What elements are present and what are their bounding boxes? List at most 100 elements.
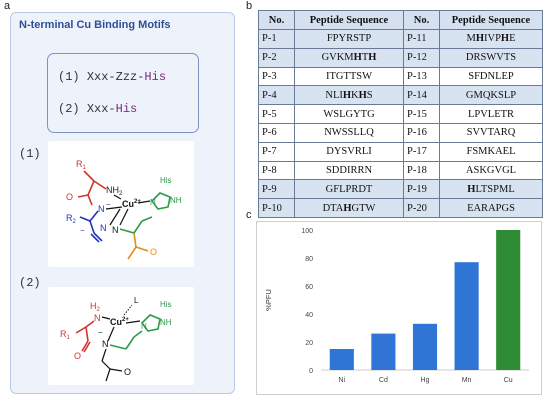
- peptide-sequence: GFLPRDT: [294, 179, 404, 200]
- peptide-sequence: LPVLETR: [439, 104, 543, 124]
- s2-cu: Cu2+: [110, 317, 129, 327]
- s1-his-label: His: [160, 176, 172, 185]
- s2-nh-ring: NH: [160, 318, 172, 327]
- structure-1-image: R1 O NH2 Cu2+ N − R2 − N N: [48, 141, 194, 267]
- peptide-number: P-16: [403, 122, 440, 143]
- x-tick-label: Ni: [338, 377, 345, 384]
- sequence-segment: T: [361, 52, 369, 64]
- sequence-segment: LPVLETR: [467, 108, 515, 120]
- s1-n-minus: N: [98, 204, 105, 214]
- peptide-number: P-1: [258, 29, 295, 49]
- motif-definition-box: (1) Xxx-Zzz-His (2) Xxx-His: [47, 53, 199, 133]
- peptide-sequence: NLIHKHS: [294, 85, 404, 106]
- sequence-segment: DYSVRLI: [326, 146, 372, 158]
- peptide-number: P-10: [258, 198, 295, 218]
- peptide-number: P-17: [403, 141, 440, 162]
- s1-o-lower: O: [150, 247, 157, 257]
- s1-n-ring: N: [150, 198, 156, 207]
- sequence-segment: DRSWVTS: [465, 52, 517, 64]
- s2-h2: H2: [90, 301, 101, 313]
- sequence-segment: K: [351, 89, 359, 101]
- peptide-number: P-9: [258, 179, 295, 200]
- sequence-segment: EARAPGS: [467, 202, 515, 214]
- s2-n-ring: N: [141, 322, 147, 331]
- sequence-segment: DTA: [322, 202, 344, 214]
- peptide-sequence: NWSSLLQ: [294, 122, 404, 143]
- table-row: P-8 SDDIRRN P-18 ASKGVGL: [258, 160, 543, 181]
- x-tick-label: Cu: [504, 377, 513, 384]
- s1-o: O: [66, 192, 73, 202]
- s2-his-label: His: [160, 300, 172, 309]
- sequence-segment: GMQKSLP: [465, 89, 517, 101]
- sequence-segment: LTSPML: [475, 183, 515, 195]
- y-axis-label: %PFU: [264, 289, 273, 311]
- y-tick-label: 80: [305, 256, 313, 263]
- peptide-sequence: ASKGVGL: [439, 160, 543, 181]
- histidine-residue: H: [353, 52, 362, 64]
- s2-r1: R1: [60, 329, 71, 341]
- bar-mn: [454, 262, 479, 370]
- y-tick-label: 60: [305, 284, 313, 291]
- panel-a-label: a: [4, 0, 11, 12]
- s2-n-lower: N: [102, 339, 109, 349]
- peptide-number: P-11: [403, 29, 440, 49]
- s2-n-top: N: [94, 313, 101, 323]
- sequence-segment: FPYRSTP: [326, 33, 372, 45]
- peptide-sequence: FSMKAEL: [439, 141, 543, 162]
- s1-cu: Cu2+: [122, 199, 141, 209]
- peptide-table: No. Peptide Sequence No. Peptide Sequenc…: [258, 10, 543, 218]
- peptide-number: P-7: [258, 141, 295, 162]
- peptide-number: P-5: [258, 104, 295, 124]
- table-row: P-2 GVKMHTH P-12 DRSWVTS: [258, 47, 543, 68]
- histidine-residue: H: [342, 89, 352, 101]
- peptide-sequence: DYSVRLI: [294, 141, 404, 162]
- panel-c-label: c: [246, 209, 252, 221]
- sequence-segment: IVP: [484, 33, 501, 45]
- peptide-number: P-18: [403, 160, 440, 181]
- x-tick-label: Hg: [421, 377, 430, 384]
- peptide-number: P-19: [403, 179, 440, 200]
- panel-b-label: b: [246, 0, 253, 12]
- s1-n-blue: N: [100, 223, 107, 233]
- peptide-sequence: DTAHGTW: [294, 198, 404, 218]
- x-tick-label: Mn: [462, 377, 472, 384]
- peptide-number: P-15: [403, 104, 440, 124]
- motif-1-number: (1): [58, 70, 80, 84]
- panel-a-motifs: N-terminal Cu Binding Motifs (1) Xxx-Zzz…: [10, 12, 235, 394]
- histidine-residue: H: [358, 89, 367, 101]
- peptide-number: P-4: [258, 85, 295, 106]
- peptide-number: P-2: [258, 47, 295, 68]
- bar-ni: [329, 349, 354, 370]
- s2-l: L: [134, 296, 139, 305]
- header-no-left: No.: [258, 10, 295, 30]
- peptide-sequence: SVVTARQ: [439, 122, 543, 143]
- table-row: P-4 NLIHKHS P-14 GMQKSLP: [258, 85, 543, 106]
- structure-2-number: (2): [19, 276, 41, 290]
- peptide-sequence: GMQKSLP: [439, 85, 543, 106]
- motif-2: (2) Xxx-His: [58, 102, 137, 116]
- peptide-number: P-20: [403, 198, 440, 218]
- peptide-sequence: GVKMHTH: [294, 47, 404, 68]
- peptide-sequence: FPYRSTP: [294, 29, 404, 49]
- table-row: P-10 DTAHGTW P-20 EARAPGS: [258, 198, 543, 218]
- structure-1-number: (1): [19, 147, 41, 161]
- svg-text:−: −: [106, 200, 111, 209]
- peptide-number: P-6: [258, 122, 295, 143]
- sequence-segment: NLI: [325, 89, 343, 101]
- motifs-title: N-terminal Cu Binding Motifs: [19, 19, 171, 31]
- structure-2-image: R1 O H2 N Cu2+ L − N O N NH His: [48, 287, 194, 385]
- table-row: P-7 DYSVRLI P-17 FSMKAEL: [258, 141, 543, 162]
- sequence-segment: GVKM: [321, 52, 354, 64]
- peptide-sequence: ITGTTSW: [294, 66, 404, 87]
- peptide-number: P-3: [258, 66, 295, 87]
- sequence-segment: ASKGVGL: [465, 164, 517, 176]
- y-tick-label: 20: [305, 340, 313, 347]
- bar-cd: [371, 333, 396, 370]
- peptide-sequence: EARAPGS: [439, 198, 543, 218]
- s2-o-lower: O: [124, 367, 131, 377]
- motif-2-sequence: Xxx-: [86, 102, 116, 116]
- table-row: P-6 NWSSLLQ P-16 SVVTARQ: [258, 122, 543, 143]
- histidine-residue: H: [500, 33, 510, 45]
- y-tick-label: 0: [309, 368, 313, 375]
- s2-o-red: O: [74, 351, 81, 361]
